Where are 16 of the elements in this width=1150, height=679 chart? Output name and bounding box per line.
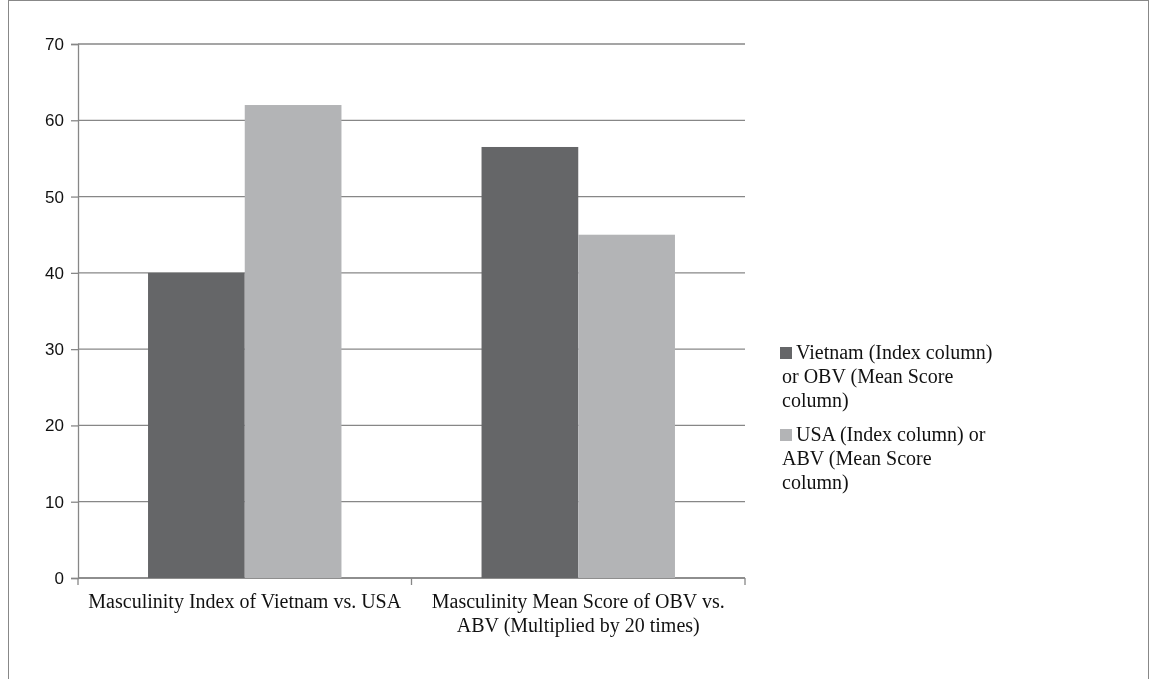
- bar: [148, 272, 245, 578]
- y-tick-label: 10: [45, 492, 64, 512]
- y-tick-label: 50: [45, 187, 64, 207]
- legend-label: USA (Index column) or ABV (Mean Score column): [782, 423, 986, 494]
- x-tick-label: Masculinity Mean Score of OBV vs. ABV (Multiplied by 20 times): [431, 590, 725, 637]
- y-tick-label: 70: [45, 34, 64, 54]
- y-tick-label: 0: [54, 568, 64, 588]
- y-tick-label: 40: [45, 263, 64, 283]
- y-tick-label: 20: [45, 416, 64, 436]
- bar: [481, 146, 579, 578]
- y-tick-label: 60: [45, 111, 64, 131]
- legend-label: Vietnam (Index column) or OBV (Mean Score column): [782, 341, 993, 412]
- x-tick-label: Masculinity Index of Vietnam vs. USA: [88, 590, 402, 613]
- bar: [244, 105, 342, 578]
- y-tick-label: 30: [45, 340, 64, 360]
- bar: [578, 234, 675, 578]
